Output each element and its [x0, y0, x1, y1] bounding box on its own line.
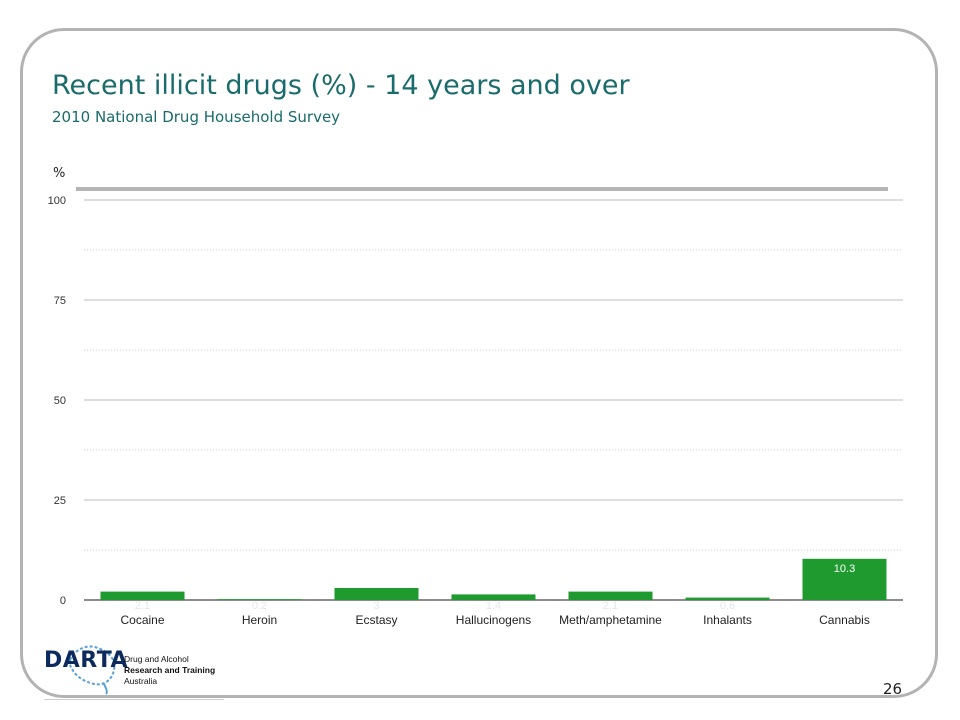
x-category-label: Cannabis: [819, 613, 870, 627]
bar-hallucinogens: [451, 594, 536, 600]
slide-title: Recent illicit drugs (%) - 14 years and …: [52, 70, 630, 101]
logo-line-3: Australia: [124, 676, 158, 686]
y-tick-label: 25: [54, 495, 66, 507]
y-tick-label: 75: [54, 295, 66, 307]
y-tick-label: 0: [60, 595, 66, 607]
bar-heroin: [217, 599, 302, 600]
x-category-label: Inhalants: [703, 613, 752, 627]
x-category-label: Ecstasy: [355, 613, 397, 627]
bar-value-label: 3: [373, 600, 379, 612]
y-unit-label: %: [53, 166, 66, 181]
bar-meth-amphetamine: [568, 591, 653, 600]
bar-ecstasy: [334, 588, 419, 600]
bar-value-label: 10.3: [834, 563, 855, 575]
x-category-label: Hallucinogens: [456, 613, 531, 627]
darta-logo: DARTA Drug and Alcohol Research and Trai…: [40, 636, 225, 702]
bar-cannabis: [802, 558, 887, 600]
logo-divider: [44, 699, 224, 700]
logo-tagline: Drug and Alcohol Research and Training A…: [124, 654, 215, 687]
page-number: 26: [883, 680, 903, 698]
logo-wordmark: DARTA: [44, 648, 129, 673]
bar-cocaine: [100, 591, 185, 600]
x-category-label: Meth/amphetamine: [559, 613, 662, 627]
x-category-label: Heroin: [242, 613, 277, 627]
bar-value-label: 0.6: [720, 600, 735, 612]
bar-value-label: 0.2: [252, 600, 267, 612]
slide-subtitle: 2010 National Drug Household Survey: [52, 108, 341, 126]
logo-line-1: Drug and Alcohol: [124, 654, 189, 664]
australia-map-icon: [68, 645, 116, 695]
bar-inhalants: [685, 597, 770, 600]
bar-value-label: 2.1: [603, 600, 618, 612]
y-tick-label: 50: [54, 395, 66, 407]
x-category-label: Cocaine: [120, 613, 164, 627]
logo-line-2: Research and Training: [124, 665, 216, 675]
bar-value-label: 1.4: [486, 600, 501, 612]
slide-frame: [20, 28, 938, 698]
y-tick-label: 100: [48, 195, 66, 207]
chart-top-rule: [76, 187, 888, 191]
bar-value-label: 2.1: [135, 600, 150, 612]
